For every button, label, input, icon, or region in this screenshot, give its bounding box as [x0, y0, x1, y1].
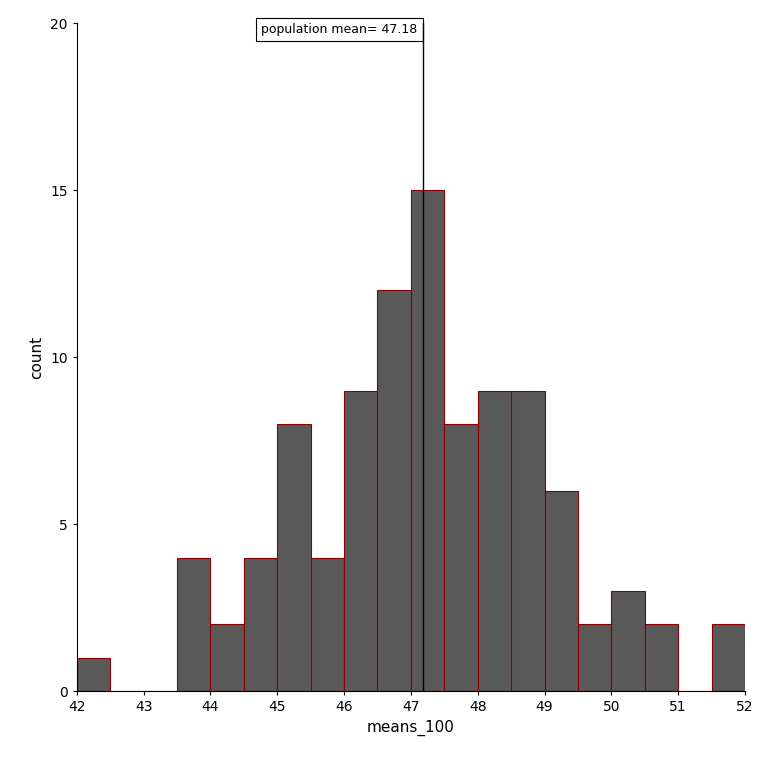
Bar: [311, 558, 344, 691]
Bar: [611, 591, 645, 691]
Bar: [511, 390, 545, 691]
Bar: [478, 390, 511, 691]
Y-axis label: count: count: [30, 336, 45, 379]
Bar: [277, 424, 311, 691]
X-axis label: means_100: means_100: [367, 720, 455, 736]
Bar: [77, 657, 111, 691]
Bar: [411, 190, 445, 691]
Bar: [244, 558, 277, 691]
Bar: [378, 290, 411, 691]
Bar: [712, 624, 745, 691]
Bar: [578, 624, 611, 691]
Bar: [344, 390, 378, 691]
Text: population mean= 47.18: population mean= 47.18: [261, 23, 418, 36]
Bar: [177, 558, 210, 691]
Bar: [445, 424, 478, 691]
Bar: [645, 624, 678, 691]
Bar: [545, 491, 578, 691]
Bar: [210, 624, 244, 691]
